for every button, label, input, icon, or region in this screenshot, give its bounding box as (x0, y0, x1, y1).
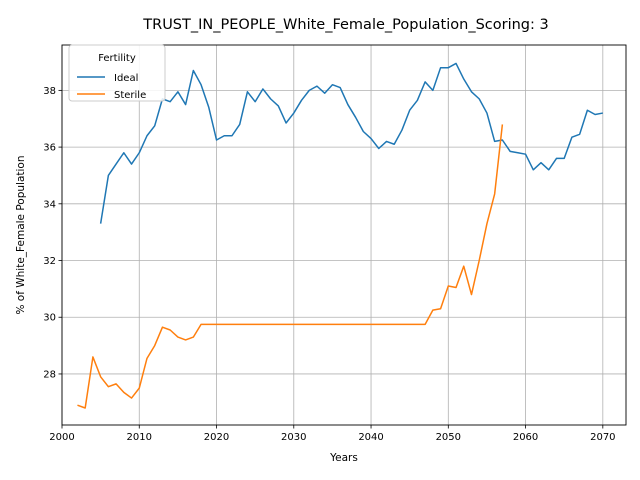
x-tick-label: 2040 (358, 432, 383, 443)
legend-label-ideal: Ideal (114, 73, 138, 84)
x-tick-label: 2060 (513, 432, 538, 443)
y-tick-label: 30 (43, 313, 56, 324)
y-axis-label: % of White_Female Population (15, 155, 27, 314)
legend-title: Fertility (98, 53, 136, 64)
x-tick-label: 2030 (281, 432, 306, 443)
y-tick-label: 38 (43, 86, 56, 97)
legend: Fertility Ideal Sterile (68, 44, 166, 102)
x-tick-label: 2000 (49, 432, 74, 443)
y-tick-label: 32 (43, 256, 56, 267)
y-tick-label: 34 (43, 199, 56, 210)
x-tick-label: 2010 (127, 432, 152, 443)
legend-box (68, 44, 166, 102)
x-tick-label: 2070 (590, 432, 615, 443)
plot-frame (61, 44, 627, 426)
series-line-ideal (99, 62, 603, 224)
y-axis: 28 30 32 34 36 38 (43, 86, 62, 380)
x-tick-label: 2020 (204, 432, 229, 443)
plot-lines (77, 62, 603, 409)
legend-label-sterile: Sterile (114, 90, 146, 101)
series-line-sterile (77, 124, 504, 409)
x-axis: 2000 2010 2020 2030 2040 2050 2060 2070 (49, 425, 616, 443)
chart-title: TRUST_IN_PEOPLE_White_Female_Population_… (142, 17, 548, 33)
x-tick-label: 2050 (436, 432, 461, 443)
y-tick-label: 36 (43, 143, 56, 154)
legend-items: Ideal Sterile (77, 73, 146, 101)
grid (61, 45, 626, 425)
x-axis-label: Years (329, 452, 358, 464)
y-tick-label: 28 (43, 369, 56, 380)
